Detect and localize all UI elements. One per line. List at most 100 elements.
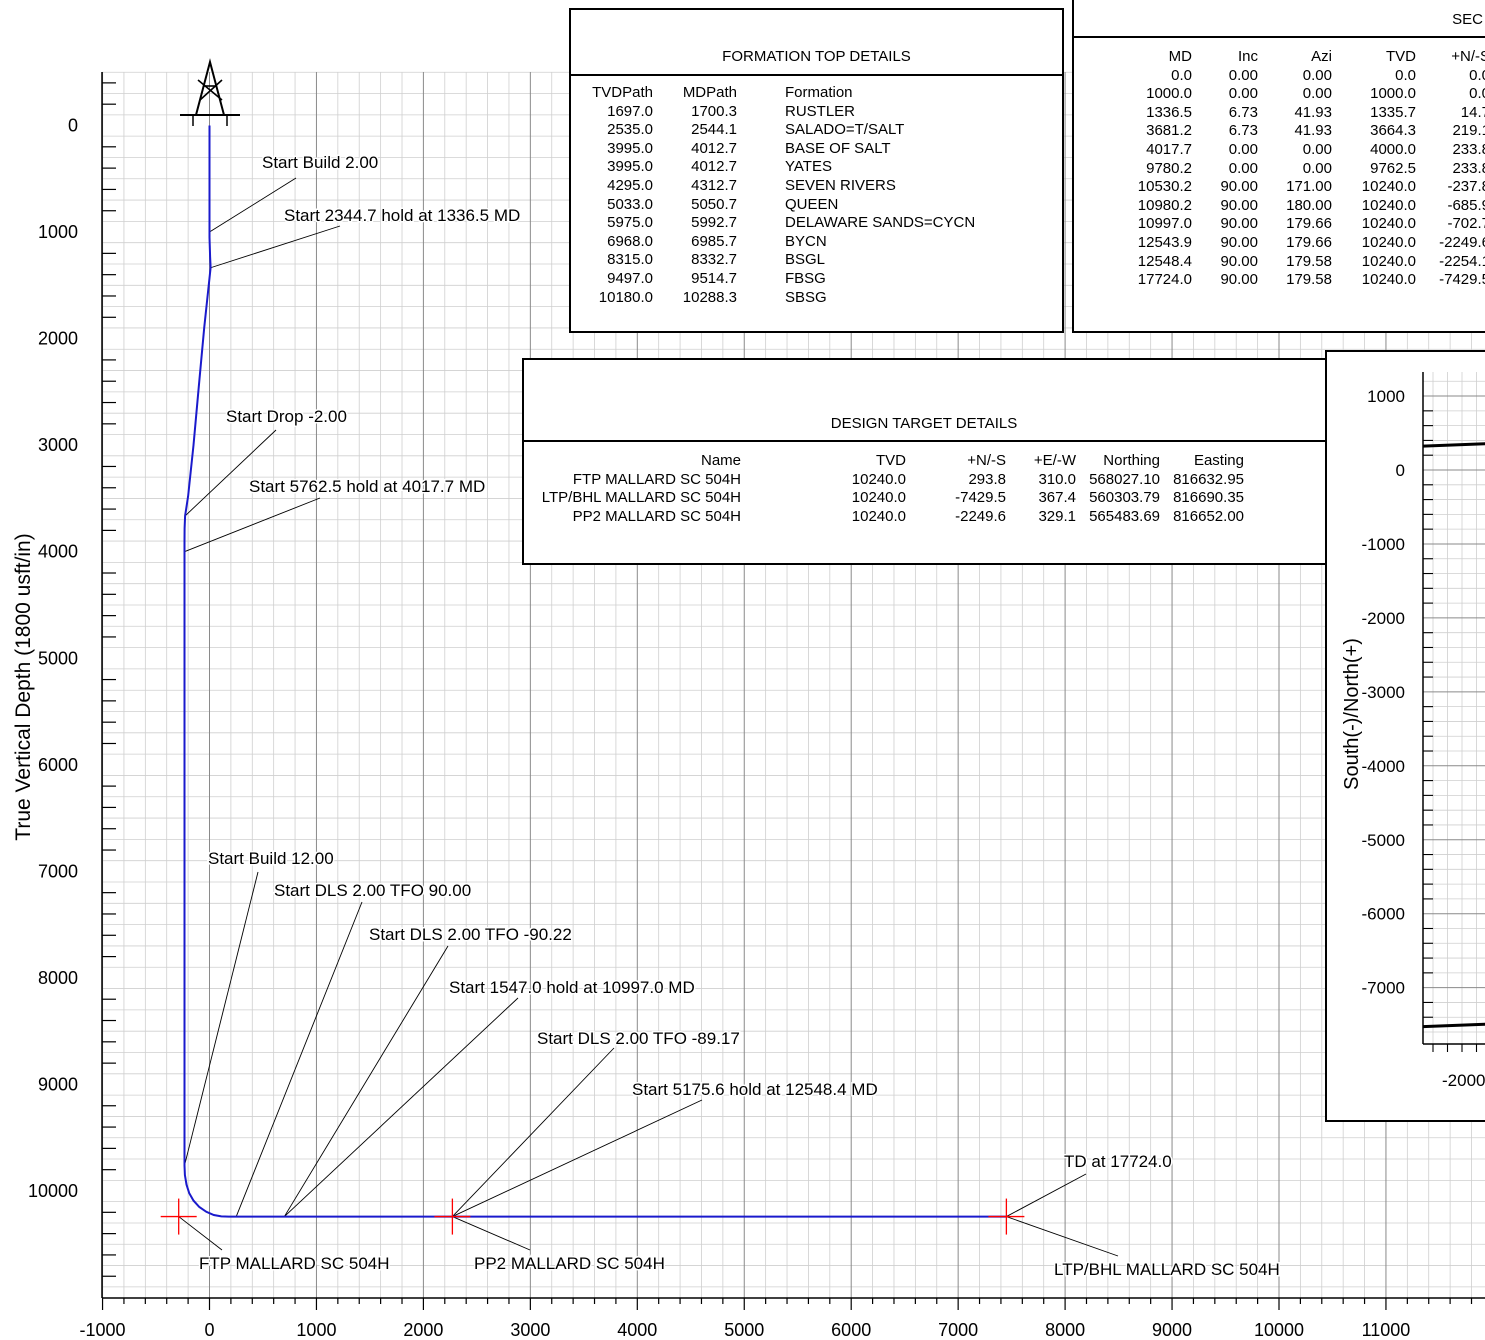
target-label: LTP/BHL MALLARD SC 504H <box>1054 1260 1280 1279</box>
formation-table-title: FORMATION TOP DETAILS <box>722 48 911 65</box>
annotation-label: TD at 17724.0 <box>1064 1152 1172 1171</box>
formation-cell: 6968.0 <box>607 232 653 250</box>
section-cell: 219.1 <box>1452 122 1485 140</box>
plan-view-y-axis-title: South(-)/North(+) <box>1341 638 1363 790</box>
section-row: 10980.2 90.00 180.00 10240.0 -685.9 <box>1074 197 1485 216</box>
section-cell: 0.00 <box>1302 159 1332 177</box>
y-tick-label: 0 <box>68 116 78 136</box>
formation-cell: 8315.0 <box>607 251 653 269</box>
section-row: 1336.5 6.73 41.93 1335.7 14.7 <box>1074 104 1485 123</box>
target-leader <box>1006 1216 1119 1257</box>
section-cell: 90.00 <box>1220 271 1258 289</box>
formation-row: 6968.0 6985.7 BYCN <box>579 233 1035 252</box>
section-cell: 41.93 <box>1294 103 1332 121</box>
target-cell: 10240.0 <box>851 489 906 507</box>
axes <box>101 72 1485 1310</box>
target-table-title: DESIGN TARGET DETAILS <box>830 415 1018 432</box>
section-cell: 0.00 <box>1228 66 1258 84</box>
section-cell: 233.8 <box>1452 159 1485 177</box>
section-cell: 10240.0 <box>1361 215 1416 233</box>
annotation-label: Start DLS 2.00 TFO 90.00 <box>274 881 471 900</box>
formation-table: TVDPath MDPath Formation 1697.0 1700.3 RUS… <box>579 84 1035 307</box>
formation-cell: 4312.7 <box>691 176 737 194</box>
section-cell: 10240.0 <box>1361 233 1416 251</box>
annotation-leader <box>235 901 363 1217</box>
section-cell: 1000.0 <box>1146 85 1192 103</box>
y-axis-title: True Vertical Depth (1800 usft/in) <box>12 533 35 840</box>
target-cell: 560303.79 <box>1089 489 1160 507</box>
section-row: 1000.0 0.00 0.00 1000.0 0.0 <box>1074 85 1485 104</box>
section-cell: 12543.9 <box>1137 233 1192 251</box>
section-cell: 171.00 <box>1286 178 1332 196</box>
formation-cell: 1700.3 <box>691 102 737 120</box>
y-tick-label: 4000 <box>38 542 78 562</box>
target-markers <box>160 1198 1025 1235</box>
annotation-leader <box>184 429 277 517</box>
section-cell: 179.66 <box>1286 233 1332 251</box>
y-tick-label: 8000 <box>38 968 78 988</box>
section-row: 10530.2 90.00 171.00 10240.0 -237.8 <box>1074 178 1485 197</box>
formation-cell: 3995.0 <box>607 158 653 176</box>
section-cell: 0.0 <box>1469 85 1485 103</box>
annotation-label: Start Build 2.00 <box>262 153 378 172</box>
annotation-leaders <box>178 177 1119 1257</box>
section-row: 0.0 0.00 0.00 0.0 0.0 <box>1074 67 1485 86</box>
formation-cell: 8332.7 <box>691 251 737 269</box>
section-cell: 1000.0 <box>1370 85 1416 103</box>
y-tick-label: 6000 <box>38 755 78 775</box>
section-cell: 0.00 <box>1228 159 1258 177</box>
section-table-title: SEC <box>1452 11 1483 28</box>
target-header-cell: Northing <box>1103 452 1160 469</box>
x-tick-label: 5000 <box>724 1320 764 1340</box>
formation-header-tvdpath: TVDPath <box>592 84 653 101</box>
plan-y-tick-label: -6000 <box>1362 905 1405 924</box>
section-row: 10997.0 90.00 179.66 10240.0 -702.7 <box>1074 215 1485 234</box>
section-cell: 0.0 <box>1171 66 1192 84</box>
x-tick-label: -1000 <box>80 1320 126 1340</box>
formation-cell: 5033.0 <box>607 195 653 213</box>
target-row: FTP MALLARD SC 504H 10240.0 293.8 310.0 5680… <box>524 471 1244 490</box>
section-cell: 90.00 <box>1220 215 1258 233</box>
section-cell: 12548.4 <box>1137 252 1192 270</box>
formation-header-mdpath: MDPath <box>682 84 737 101</box>
section-cell: 1335.7 <box>1370 103 1416 121</box>
section-row: 12548.4 90.00 179.58 10240.0 -2254.1 <box>1074 253 1485 272</box>
target-header-cell: +E/-W <box>1033 452 1076 469</box>
target-cell: FTP MALLARD SC 504H <box>572 470 741 488</box>
annotation-leader <box>284 997 519 1217</box>
plan-y-tick-label: -4000 <box>1362 757 1405 776</box>
section-cell: -685.9 <box>1447 196 1485 214</box>
target-cell: 816652.00 <box>1173 507 1244 525</box>
section-cell: 0.00 <box>1228 140 1258 158</box>
y-tick-label: 10000 <box>28 1181 78 1201</box>
plan-view-path-lines <box>1422 442 1485 1029</box>
plan-y-tick-label: -1000 <box>1362 535 1405 554</box>
formation-cell: 6985.7 <box>691 232 737 250</box>
section-row: 17724.0 90.00 179.58 10240.0 -7429.5 <box>1074 271 1485 290</box>
annotation-leader <box>1006 1173 1087 1217</box>
section-cell: 90.00 <box>1220 196 1258 214</box>
section-cell: 3664.3 <box>1370 122 1416 140</box>
target-header-cell: +N/-S <box>967 452 1006 469</box>
target-header-cell: TVD <box>876 452 906 469</box>
annotation-label: Start Drop -2.00 <box>226 407 347 426</box>
target-cell: 568027.10 <box>1089 470 1160 488</box>
well-path-line <box>183 125 1007 1218</box>
formation-cell: 5975.0 <box>607 214 653 232</box>
y-tick-label: 1000 <box>38 222 78 242</box>
x-tick-label: 11000 <box>1362 1320 1411 1340</box>
formation-cell: 10180.0 <box>598 288 653 306</box>
formation-cell: YATES <box>785 158 832 176</box>
formation-cell: RUSTLER <box>785 102 856 120</box>
plan-view-grid <box>1423 372 1485 1044</box>
section-cell: 180.00 <box>1286 196 1332 214</box>
section-cell: 9762.5 <box>1370 159 1416 177</box>
section-cell: 10240.0 <box>1361 178 1416 196</box>
target-table: Name TVD +N/-S +E/-W Northing Easting FTP MALL… <box>524 452 1244 526</box>
section-table: MDIncAziTVD+N/-S0.00.000.000.00.01000.00… <box>1074 48 1485 290</box>
formation-row: 10180.0 10288.3 SBSG <box>579 289 1035 308</box>
y-tick-label: 7000 <box>38 861 78 881</box>
plan-y-tick-label: -2000 <box>1362 609 1405 628</box>
plan-y-tick-label: -7000 <box>1362 979 1405 998</box>
target-cell: LTP/BHL MALLARD SC 504H <box>541 489 741 507</box>
